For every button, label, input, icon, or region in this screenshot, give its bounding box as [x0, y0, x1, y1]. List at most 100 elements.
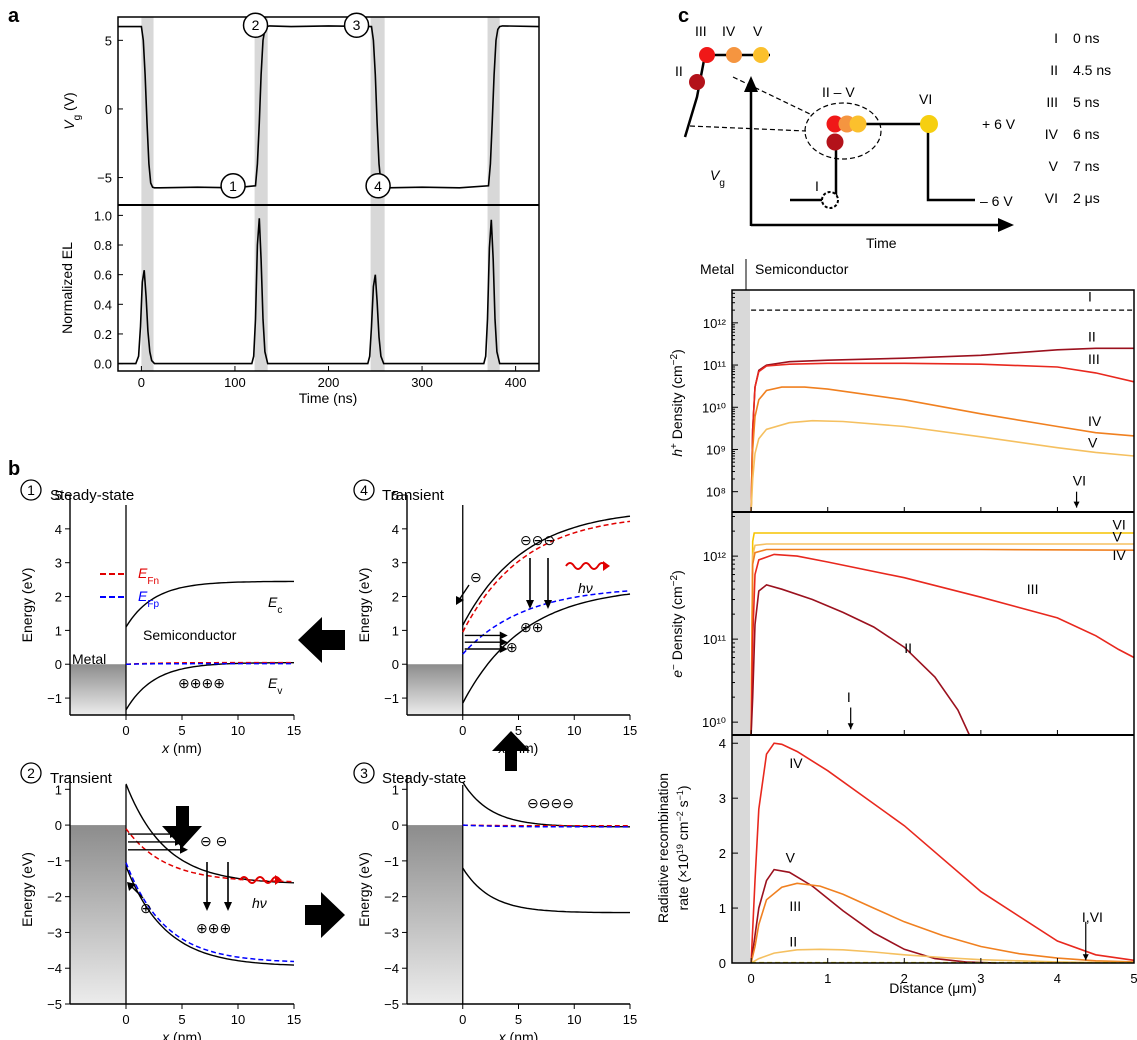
- hv-label: hν: [578, 580, 593, 596]
- x-tick-label: 200: [318, 375, 340, 390]
- ec-sub: c: [277, 605, 282, 616]
- y-tick-label: 10¹²: [703, 316, 727, 331]
- series-V: [750, 868, 997, 964]
- y-tick-label: 2: [719, 846, 726, 861]
- x-axis-var: x: [498, 1029, 507, 1040]
- state-number: 3: [360, 765, 368, 781]
- y-tick-label: 5: [392, 488, 399, 503]
- x-axis-label: x (nm): [161, 1029, 202, 1040]
- I-arrowhead: [847, 723, 854, 730]
- curve-label: II: [789, 934, 797, 950]
- series-IV: [750, 742, 1135, 964]
- timing-value: 4.5 ns: [1073, 62, 1111, 78]
- state-marker-label: 3: [353, 17, 361, 33]
- y-tick-label: −4: [384, 961, 399, 976]
- distance-axis-label: Distance (μm): [889, 980, 976, 996]
- metal-header: Metal: [700, 261, 734, 277]
- x-tick-label: 5: [515, 1012, 522, 1027]
- vg-ytick-label: −5: [97, 171, 112, 186]
- curve-label: II: [1088, 329, 1096, 345]
- metal-block: [407, 825, 463, 1004]
- ev-label: Ev: [268, 675, 282, 697]
- photon-arrowhead: [275, 875, 282, 885]
- x-axis-label: x (nm): [498, 740, 539, 756]
- ev-E: E: [268, 675, 278, 691]
- subplot-title: Transient: [382, 487, 445, 504]
- x-tick-label: 0: [122, 723, 129, 738]
- semiconductor-label: Semiconductor: [143, 627, 237, 643]
- tunnel-arrowhead: [499, 638, 508, 647]
- y-tick-label: −3: [47, 925, 62, 940]
- x-tick-label: 0: [138, 375, 145, 390]
- band-curve-3: [126, 662, 294, 665]
- y-tick-label: −1: [384, 691, 399, 706]
- x-axis-unit: (nm): [506, 1029, 539, 1040]
- electron-label: ⊖: [470, 569, 482, 585]
- timing-value: 6 ns: [1073, 126, 1099, 142]
- y-tick-label: 1: [392, 623, 399, 638]
- arrow-left-b1: [298, 617, 345, 663]
- y-tick-label: −5: [47, 997, 62, 1012]
- state-marker-label: 2: [252, 17, 260, 33]
- y-tick-label: 0: [55, 818, 62, 833]
- y-tick-label: −2: [384, 890, 399, 905]
- x-tick-label: 1: [824, 971, 831, 986]
- y-tick-label: 0: [392, 818, 399, 833]
- hole-label: ⊕: [140, 900, 152, 916]
- energy-axis-label: Energy (eV): [356, 568, 372, 643]
- x-tick-label: 15: [287, 723, 301, 738]
- y-tick-label: 10¹¹: [703, 632, 727, 647]
- panel-a-frame: [117, 16, 540, 372]
- efp-legend-label: EFp: [138, 588, 159, 610]
- energy-axis-label: Energy (eV): [356, 852, 372, 927]
- rr-axis-label-2: rate (×1019 cm−2 s−1): [675, 785, 691, 910]
- metal-label: Metal: [72, 651, 106, 667]
- panel-label-c: c: [678, 5, 689, 27]
- zoom-label-V: V: [753, 23, 763, 39]
- panel-a: 5 0 −5 0.0 0.2 0.4 0.6 0.8 1.0 0 100 200 300 400 1 2 3…: [59, 12, 540, 406]
- el-ytick-label: 0.0: [94, 357, 112, 372]
- state-number-circle: [20, 479, 42, 501]
- timing-id: II: [1050, 62, 1058, 78]
- state-marker-circle: [365, 173, 391, 199]
- band-curve-1: [462, 867, 630, 914]
- photon-wave: [239, 876, 281, 884]
- series-III: [750, 553, 1135, 736]
- curve-label: VI: [1073, 473, 1086, 489]
- schematic-x-arrow: [998, 218, 1014, 232]
- y-tick-label: 10⁹: [706, 442, 726, 457]
- y-tick-label: −1: [47, 691, 62, 706]
- electrons-label: ⊖⊖⊖: [520, 532, 555, 548]
- zoom-point-IV: [726, 47, 742, 63]
- band-curve-2: [462, 520, 631, 633]
- timing-value: 2 μs: [1073, 190, 1100, 206]
- curve-label: IV: [1113, 547, 1127, 563]
- el-ytick-label: 0.2: [94, 327, 112, 342]
- band-curve-1: [462, 593, 631, 704]
- zoom-label-II: II: [675, 63, 683, 79]
- y-tick-label: 10¹¹: [703, 358, 727, 373]
- el-ytick-label: 1.0: [94, 208, 112, 223]
- point-V-marker: [849, 115, 867, 133]
- photon-wave: [565, 562, 607, 570]
- el-ytick-label: 0.4: [94, 297, 112, 312]
- y-tick-label: −5: [384, 997, 399, 1012]
- curve-label: III: [1088, 351, 1100, 367]
- zoom-point-III: [699, 47, 715, 63]
- x-axis-var: x: [161, 1029, 170, 1040]
- y-tick-label: 3: [719, 791, 726, 806]
- timing-id: VI: [1045, 190, 1058, 206]
- zoom-point-V: [753, 47, 769, 63]
- x-axis-unit: (nm): [169, 1029, 202, 1040]
- curve-label: III: [789, 898, 801, 914]
- curve-label: IV: [1088, 413, 1102, 429]
- y-tick-label: 4: [719, 736, 726, 751]
- x-tick-label: 0: [459, 723, 466, 738]
- y-tick-label: 10⁸: [706, 485, 726, 500]
